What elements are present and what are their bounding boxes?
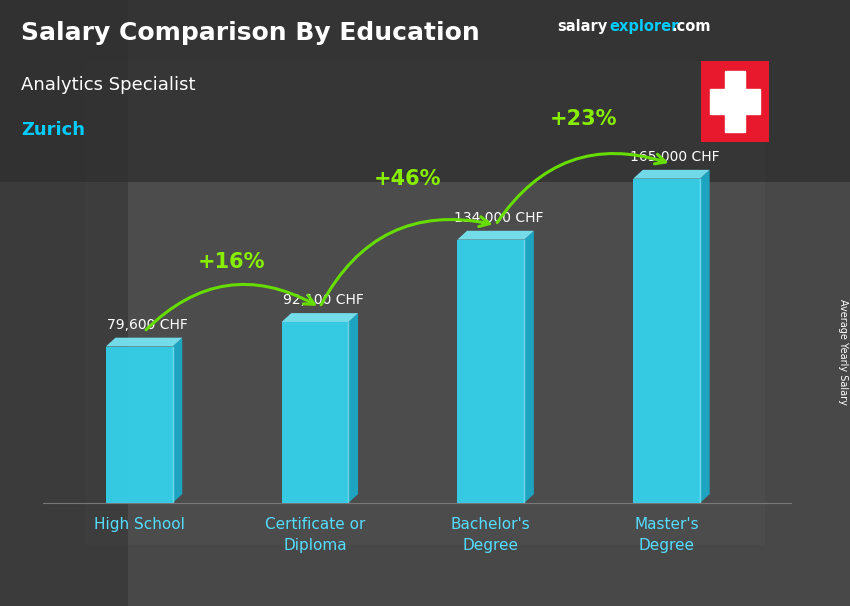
- Text: +46%: +46%: [374, 170, 441, 190]
- Text: 165,000 CHF: 165,000 CHF: [630, 150, 720, 164]
- Polygon shape: [700, 170, 710, 503]
- Bar: [725, 72, 745, 132]
- Text: 134,000 CHF: 134,000 CHF: [455, 211, 544, 225]
- Polygon shape: [457, 239, 524, 503]
- Polygon shape: [524, 231, 534, 503]
- Text: Salary Comparison By Education: Salary Comparison By Education: [21, 21, 480, 45]
- Polygon shape: [173, 338, 182, 503]
- Text: +16%: +16%: [198, 252, 266, 272]
- Bar: [710, 89, 761, 114]
- Polygon shape: [105, 347, 173, 503]
- Polygon shape: [281, 322, 348, 503]
- Text: +23%: +23%: [550, 108, 617, 128]
- Text: .com: .com: [672, 19, 711, 35]
- Bar: [85, 61, 765, 545]
- Polygon shape: [633, 170, 710, 179]
- Text: 92,100 CHF: 92,100 CHF: [283, 293, 364, 307]
- Polygon shape: [457, 231, 534, 239]
- Text: salary: salary: [557, 19, 607, 35]
- Bar: [0, 0, 128, 606]
- Polygon shape: [105, 338, 182, 347]
- Text: 79,600 CHF: 79,600 CHF: [107, 318, 188, 332]
- Text: explorer: explorer: [609, 19, 679, 35]
- Text: Average Yearly Salary: Average Yearly Salary: [838, 299, 848, 404]
- Text: Analytics Specialist: Analytics Specialist: [21, 76, 196, 94]
- Polygon shape: [633, 179, 700, 503]
- Polygon shape: [348, 313, 358, 503]
- Text: Zurich: Zurich: [21, 121, 85, 139]
- Bar: [0, 0, 850, 182]
- Polygon shape: [281, 313, 358, 322]
